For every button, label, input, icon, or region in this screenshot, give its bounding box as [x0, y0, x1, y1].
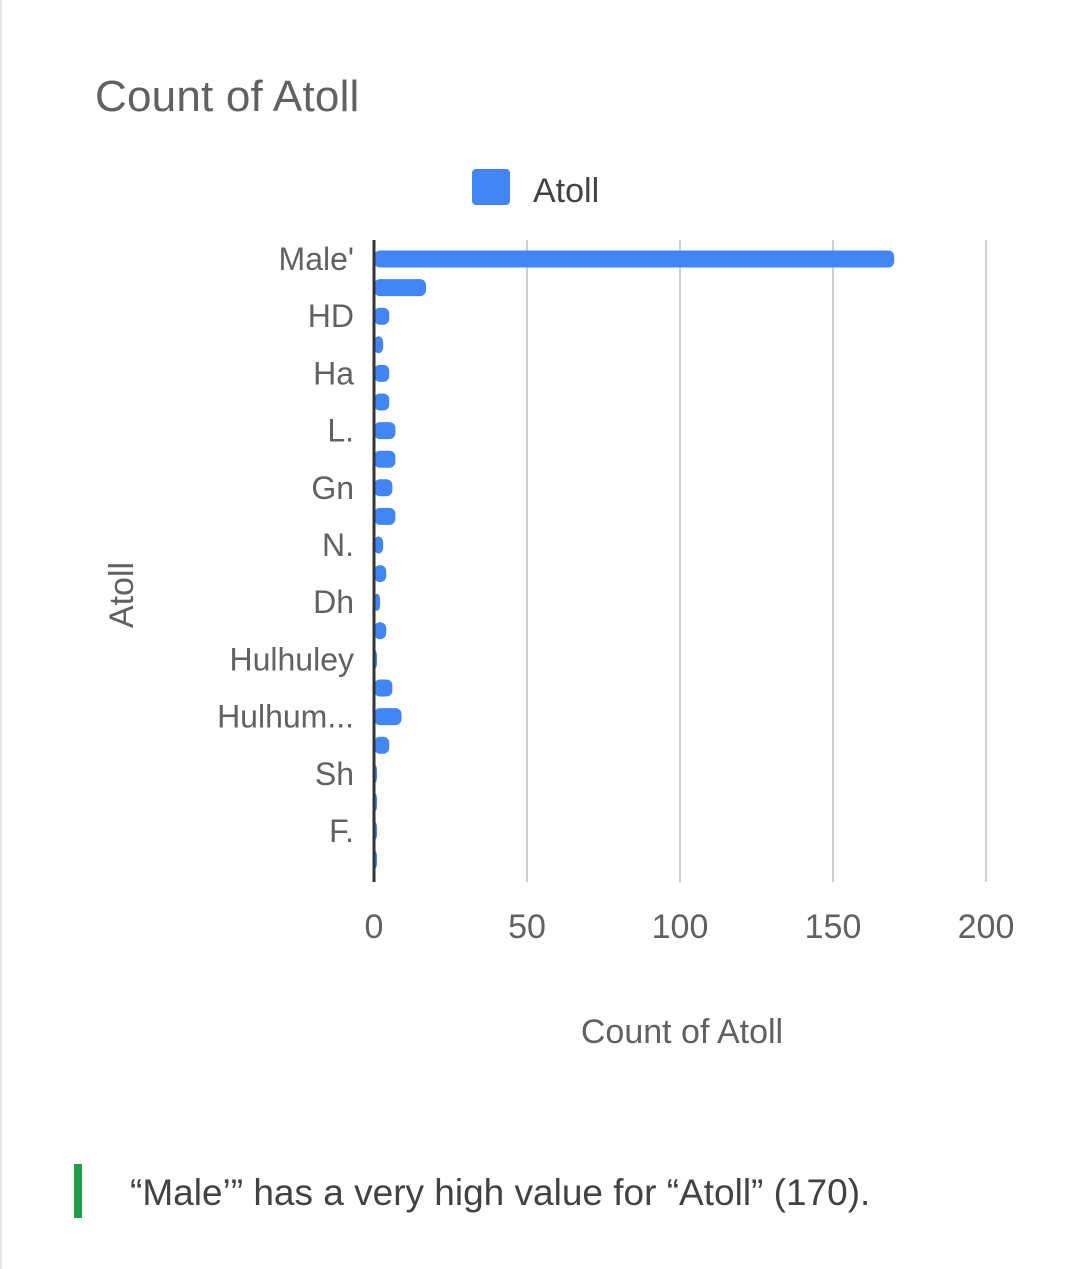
bar-chart: Atoll Male' HD Ha L. Gn N. Dh Hulhuley Hulhum...… — [103, 169, 1015, 1051]
insight-callout: “Male’” has a very high value for “Atoll… — [74, 1162, 1034, 1222]
bar — [374, 507, 396, 525]
y-tick-label: Gn — [311, 470, 354, 506]
bar — [374, 307, 390, 325]
chart-title: Count of Atoll — [95, 72, 360, 121]
y-tick-label: F. — [329, 813, 354, 849]
x-tick-label: 50 — [508, 908, 546, 946]
insight-text: “Male’” has a very high value for “Atoll… — [130, 1172, 871, 1213]
y-tick-labels: Male' HD Ha L. Gn N. Dh Hulhuley Hulhum... Sh F. — [217, 241, 354, 849]
bar — [374, 679, 393, 697]
y-tick-label: L. — [327, 413, 354, 449]
x-tick-label: 0 — [365, 908, 384, 946]
y-axis-title: Atoll — [103, 562, 141, 628]
y-tick-label: HD — [308, 298, 354, 334]
y-tick-label: Dh — [313, 584, 354, 620]
bar — [374, 250, 895, 268]
x-tick-label: 100 — [652, 908, 709, 946]
bar — [374, 622, 387, 640]
y-tick-label: Hulhuley — [229, 641, 354, 677]
x-tick-label: 200 — [958, 908, 1015, 946]
y-tick-label: Ha — [313, 355, 354, 391]
y-tick-label: N. — [322, 527, 354, 563]
y-tick-label: Male' — [279, 241, 354, 277]
bars — [374, 250, 895, 869]
left-border — [0, 0, 2, 1269]
bar — [374, 364, 390, 382]
bar — [374, 736, 390, 754]
bar — [374, 393, 390, 411]
bar — [374, 593, 381, 611]
x-tick-label: 150 — [805, 908, 862, 946]
legend-label: Atoll — [533, 172, 599, 210]
bar — [374, 336, 384, 354]
y-tick-label: Hulhum... — [217, 699, 354, 735]
x-axis-title: Count of Atoll — [581, 1013, 783, 1051]
legend-swatch — [472, 169, 510, 205]
legend: Atoll — [472, 169, 599, 210]
insight-accent-bar — [74, 1164, 82, 1218]
x-tick-labels: 0 50 100 150 200 — [365, 908, 1015, 946]
bar — [374, 479, 393, 497]
y-tick-label: Sh — [315, 756, 354, 792]
bar — [374, 450, 396, 468]
bar — [374, 708, 402, 726]
bar — [374, 279, 427, 297]
bar — [374, 536, 384, 554]
bar — [374, 422, 396, 440]
bar — [374, 565, 387, 583]
gridlines — [526, 240, 987, 882]
